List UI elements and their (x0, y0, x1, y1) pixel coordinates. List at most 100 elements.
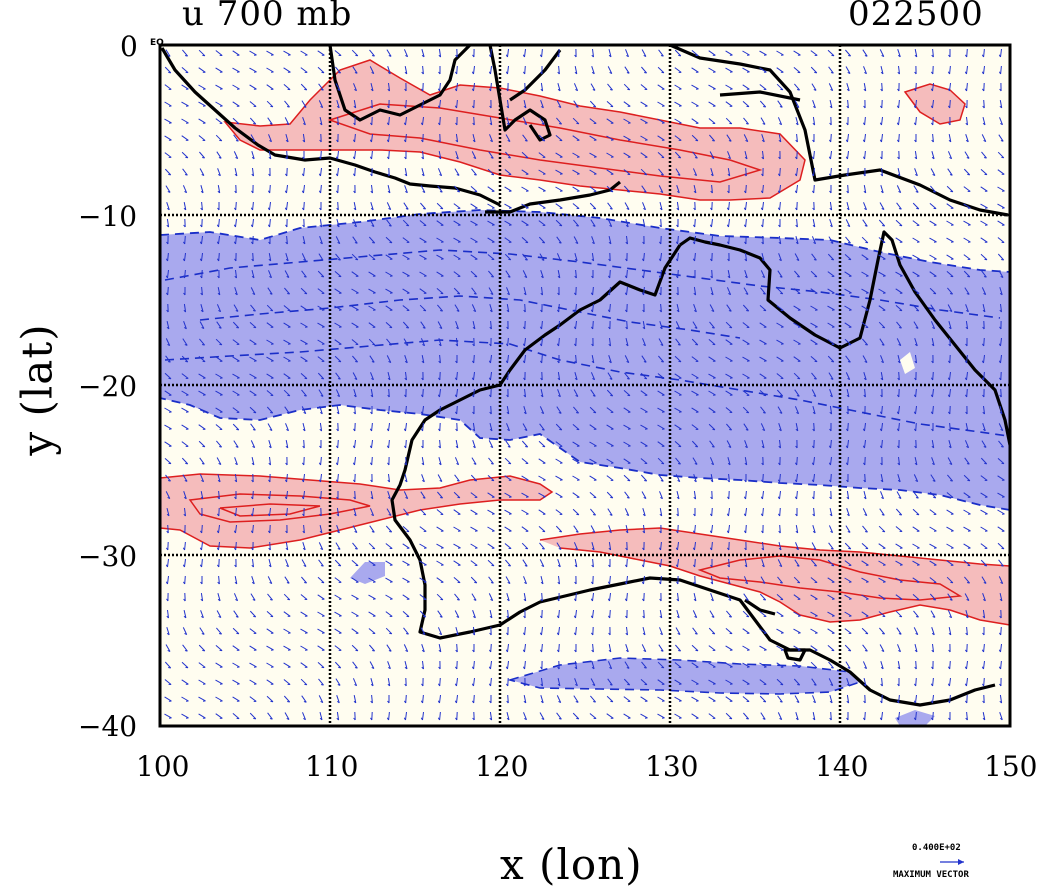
wind-vector (916, 678, 917, 686)
wind-vector (406, 440, 407, 448)
wind-vector-head (899, 515, 902, 516)
wind-vector-head (355, 362, 357, 363)
wind-vector-head (593, 515, 596, 516)
wind-vector (780, 168, 781, 176)
wind-vector-head (457, 293, 460, 294)
wind-vector-head (542, 242, 544, 243)
wind-vector (933, 712, 934, 720)
wind-vector-head (610, 685, 612, 686)
wind-vector-head (610, 209, 612, 210)
wind-vector-head (780, 396, 783, 397)
wind-vector-head (984, 158, 986, 159)
wind-vector (304, 202, 305, 210)
wind-vector-head (287, 702, 290, 703)
wind-vector (253, 491, 254, 499)
wind-vector (423, 389, 424, 397)
wind-vector (185, 576, 186, 584)
wind-vector-head (253, 124, 256, 125)
wind-vector-head (542, 430, 544, 431)
wind-vector-head (508, 158, 510, 159)
wind-vector-head (338, 379, 340, 380)
wind-vector-head (406, 634, 408, 635)
wind-vector-head (593, 208, 596, 209)
wind-vector-head (712, 447, 714, 448)
wind-vector-head (984, 463, 986, 464)
wind-vector-head (423, 617, 426, 618)
wind-vector-head (525, 260, 527, 261)
wind-vector (219, 253, 220, 261)
wind-vector-head (287, 107, 289, 108)
wind-vector-head (695, 446, 697, 447)
wind-vector-head (763, 701, 766, 702)
wind-vector-head (967, 583, 970, 584)
wind-vector (729, 236, 730, 244)
wind-vector-head (831, 361, 834, 362)
wind-vector-head (848, 650, 851, 651)
wind-vector (831, 474, 832, 482)
wind-vector-head (185, 175, 187, 176)
wind-vector-head (610, 497, 613, 498)
wind-vector-head (474, 294, 476, 295)
wind-vector (202, 525, 203, 533)
wind-vector-head (678, 157, 680, 158)
wind-vector-head (304, 89, 307, 90)
wind-vector (474, 355, 475, 363)
wind-vector (610, 270, 611, 278)
wind-vector (967, 389, 968, 397)
max-vector-title: MAXIMUM VECTOR (893, 870, 969, 880)
wind-vector (950, 661, 951, 669)
wind-vector-head (695, 634, 697, 635)
wind-vector-head (678, 464, 680, 465)
wind-vector (440, 678, 441, 686)
wind-vector-head (593, 702, 595, 703)
wind-vector-head (270, 719, 272, 720)
wind-vector (440, 117, 441, 125)
wind-vector-head (474, 582, 477, 583)
wind-vector-head (474, 175, 476, 176)
wind-vector (372, 457, 373, 465)
wind-vector-head (491, 277, 493, 278)
wind-vector-head (253, 718, 256, 719)
wind-vector-head (712, 141, 714, 142)
wind-vector-head (831, 668, 833, 669)
wind-vector (763, 474, 764, 482)
wind-vector-head (338, 73, 340, 74)
wind-vector (984, 338, 985, 346)
wind-vector-head (899, 209, 901, 210)
wind-vector (780, 508, 781, 516)
wind-vector-head (644, 73, 646, 74)
wind-vector-head (644, 481, 647, 482)
wind-vector-head (865, 651, 867, 652)
wind-vector-head (457, 481, 459, 482)
wind-vector (831, 134, 832, 142)
wind-vector-head (950, 481, 952, 482)
wind-vector-head (848, 243, 850, 244)
wind-vector-head (746, 311, 749, 312)
wind-vector-head (168, 72, 171, 73)
wind-vector-head (202, 345, 205, 346)
wind-vector-head (321, 276, 324, 277)
wind-vector (168, 287, 169, 295)
wind-vector-head (559, 531, 561, 532)
wind-vector-head (797, 277, 799, 278)
wind-vector (916, 83, 917, 91)
wind-vector-head (848, 548, 851, 549)
wind-vector-head (627, 684, 629, 685)
wind-vector-head (678, 651, 680, 652)
wind-vector (814, 185, 815, 193)
wind-vector-head (780, 583, 782, 584)
wind-vector (1001, 627, 1002, 635)
wind-vector-head (185, 361, 188, 362)
wind-vector-head (338, 565, 341, 566)
wind-vector (406, 100, 407, 108)
wind-vector-head (627, 192, 630, 193)
wind-vector-head (474, 480, 476, 481)
wind-vector (321, 151, 322, 159)
wind-vector-head (372, 651, 374, 652)
wind-vector (916, 423, 917, 431)
wind-vector-head (491, 583, 493, 584)
wind-vector-head (321, 90, 323, 91)
wind-vector-head (763, 294, 765, 295)
wind-vector-head (933, 497, 936, 498)
wind-vector-head (525, 141, 527, 142)
